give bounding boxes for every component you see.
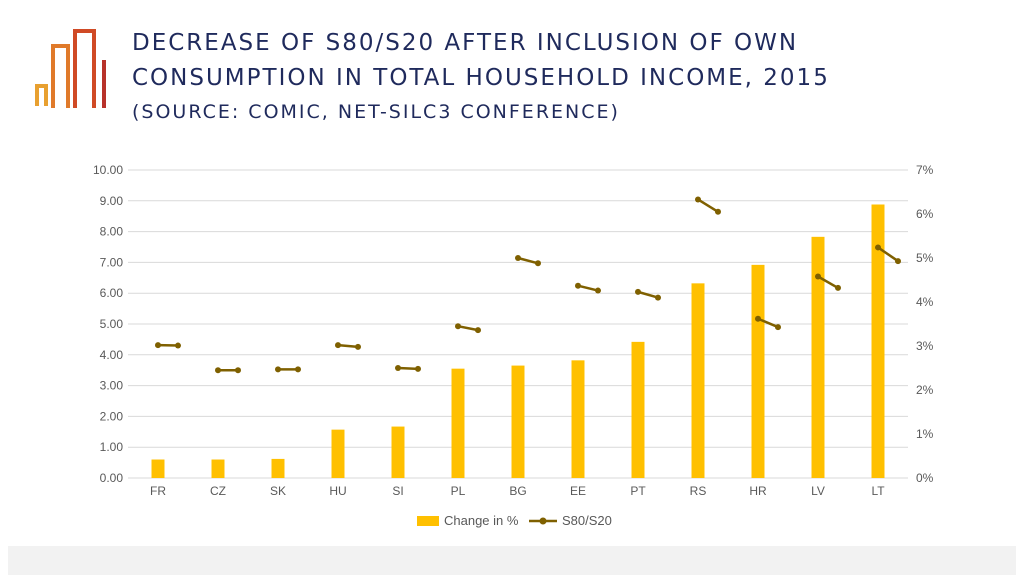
bar [871, 204, 885, 478]
y-left-tick-label: 0.00 [100, 471, 124, 485]
line-segment [637, 290, 659, 299]
y-left-tick-label: 6.00 [100, 286, 124, 300]
line-point [155, 342, 161, 349]
line-point [395, 365, 401, 371]
line-point [755, 315, 761, 322]
line-point [895, 258, 901, 265]
x-tick-label: SK [270, 484, 286, 498]
line-point [875, 244, 881, 251]
title-line-1: DECREASE OF S80/S20 AFTER INCLUSION OF O… [132, 30, 799, 56]
logo-icon [35, 29, 106, 108]
line-point [335, 342, 341, 349]
line-point [715, 208, 721, 215]
line-point [575, 282, 581, 289]
line-point [815, 273, 821, 280]
y-left-tick-label: 10.00 [93, 163, 123, 177]
line-segment [337, 343, 359, 349]
line-point [535, 260, 541, 267]
line-point [475, 327, 481, 334]
x-tick-label: BG [509, 484, 526, 498]
bar [691, 283, 705, 478]
x-tick-label: RS [690, 484, 707, 498]
x-tick-label: LT [871, 484, 885, 498]
line-point [295, 366, 301, 373]
line-point [215, 367, 221, 374]
line-point [775, 324, 781, 331]
y-right-tick-label: 1% [916, 427, 934, 441]
line-segment [397, 366, 419, 371]
line-segment [577, 284, 599, 292]
line-point [655, 294, 661, 301]
footer-band [8, 546, 1016, 575]
line-segment [517, 256, 539, 265]
x-tick-label: PT [630, 484, 646, 498]
line-segment [757, 317, 779, 329]
line-point [515, 255, 521, 261]
bar [631, 341, 645, 478]
y-left-tick-label: 5.00 [100, 317, 124, 331]
y-left-tick-label: 9.00 [100, 194, 124, 208]
legend-label-bars: Change in % [444, 513, 519, 528]
bar [811, 236, 825, 478]
title-source-line: (SOURCE: COMIC, NET-SILC3 CONFERENCE) [132, 101, 620, 123]
y-right-tick-label: 0% [916, 471, 934, 485]
line-point [275, 366, 281, 373]
legend-swatch-marker [539, 517, 547, 525]
line-point [235, 367, 241, 374]
y-left-tick-label: 7.00 [100, 255, 124, 269]
y-right-tick-label: 6% [916, 207, 934, 221]
y-left-tick-label: 3.00 [100, 379, 124, 393]
bar [511, 365, 525, 478]
legend-swatch-bars [417, 516, 439, 526]
line-segment [817, 275, 839, 290]
bar [571, 360, 585, 478]
bar [451, 368, 465, 478]
slide-title: DECREASE OF S80/S20 AFTER INCLUSION OF O… [132, 26, 992, 128]
x-tick-label: FR [150, 484, 166, 498]
bar [271, 458, 285, 478]
y-left-tick-label: 8.00 [100, 225, 124, 239]
y-left-tick-label: 1.00 [100, 440, 124, 454]
combo-chart: 0.00 1.00 2.00 3.00 4.00 5.00 6.00 7.00 8.00 9.00… [93, 163, 934, 528]
bar [151, 459, 165, 478]
x-tick-label: EE [570, 484, 586, 498]
line-segment [457, 324, 479, 332]
legend-label-line: S80/S20 [562, 513, 612, 528]
line-point [415, 365, 421, 372]
x-tick-label: SI [392, 484, 403, 498]
line-point [635, 288, 641, 295]
x-tick-label: HR [749, 484, 767, 498]
line-point [355, 343, 361, 350]
bar [211, 459, 225, 478]
y-right-tick-label: 5% [916, 251, 934, 265]
bar [391, 426, 405, 478]
line-segment [877, 246, 899, 263]
line-segment [697, 198, 719, 213]
line-point [175, 342, 181, 349]
bar [751, 264, 765, 478]
x-tick-label: PL [451, 484, 466, 498]
line-point [595, 287, 601, 294]
x-tick-label: LV [811, 484, 825, 498]
y-right-tick-label: 4% [916, 295, 934, 309]
line-point [455, 323, 461, 330]
title-line-2: CONSUMPTION IN TOTAL HOUSEHOLD INCOME, 2… [132, 65, 830, 91]
x-tick-label: CZ [210, 484, 226, 498]
y-right-tick-label: 2% [916, 383, 934, 397]
x-tick-label: HU [329, 484, 346, 498]
y-right-tick-label: 7% [916, 163, 934, 177]
line-point [695, 196, 701, 203]
y-left-tick-label: 2.00 [100, 409, 124, 423]
y-left-tick-label: 4.00 [100, 348, 124, 362]
bar [331, 429, 345, 478]
line-point [835, 284, 841, 291]
y-right-tick-label: 3% [916, 339, 934, 353]
